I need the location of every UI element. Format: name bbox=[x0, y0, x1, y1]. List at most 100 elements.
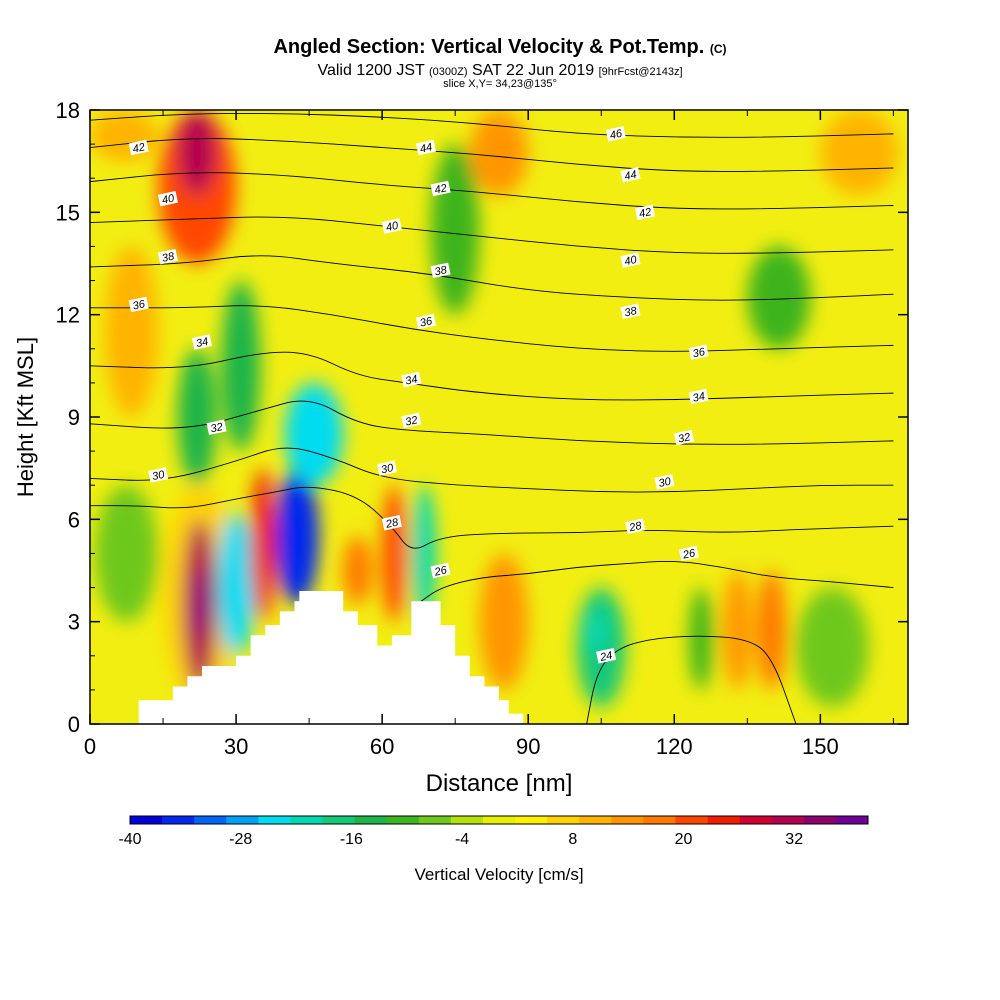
velocity-field bbox=[90, 110, 908, 724]
velocity-cell-18 bbox=[177, 110, 217, 196]
svg-text:40: 40 bbox=[385, 220, 400, 234]
colorbar-tick-label: 32 bbox=[785, 831, 803, 848]
svg-text:46: 46 bbox=[609, 128, 624, 142]
colorbar-swatch-20 bbox=[771, 816, 805, 824]
y-tick-label: 3 bbox=[68, 610, 80, 635]
slice-info: slice X,Y= 34,23@135° bbox=[443, 78, 557, 90]
contour-label-8: 42 bbox=[430, 180, 451, 197]
velocity-cell-24 bbox=[796, 587, 870, 707]
velocity-cell-8 bbox=[343, 536, 373, 605]
contour-label-18: 44 bbox=[620, 167, 641, 183]
svg-text:24: 24 bbox=[598, 650, 613, 664]
contour-label-21: 38 bbox=[620, 303, 641, 319]
colorbar-tick-label: -40 bbox=[118, 831, 141, 848]
svg-text:28: 28 bbox=[627, 520, 643, 535]
contour-label-4: 34 bbox=[191, 334, 213, 350]
svg-text:30: 30 bbox=[658, 475, 673, 489]
contour-label-14: 30 bbox=[376, 460, 398, 476]
colorbar-swatch-21 bbox=[803, 816, 837, 824]
velocity-cell-19 bbox=[177, 348, 217, 486]
colorbar-swatch-11 bbox=[482, 816, 516, 824]
y-axis-label: Height [Kft MSL] bbox=[13, 337, 38, 497]
contour-label-24: 32 bbox=[673, 429, 695, 446]
contour-label-22: 36 bbox=[688, 344, 709, 360]
colorbar-tick-label: -28 bbox=[229, 831, 252, 848]
velocity-cell-21 bbox=[104, 246, 159, 417]
contour-38 bbox=[90, 255, 894, 301]
y-tick-label: 18 bbox=[56, 98, 80, 123]
contour-label-13: 32 bbox=[401, 412, 422, 429]
velocity-cell-1 bbox=[94, 485, 159, 622]
colorbar-label: Vertical Velocity [cm/s] bbox=[414, 865, 583, 884]
terrain-profile bbox=[90, 590, 908, 725]
velocity-cell-3 bbox=[194, 570, 205, 639]
colorbar-frame bbox=[129, 815, 869, 825]
contour-label-23: 34 bbox=[688, 388, 709, 405]
contour-label-26: 28 bbox=[625, 518, 646, 535]
contour-34 bbox=[90, 351, 894, 401]
svg-text:44: 44 bbox=[419, 141, 433, 155]
contour-label-0: 42 bbox=[128, 139, 149, 156]
colorbar-swatch-9 bbox=[418, 816, 452, 824]
velocity-cell-15 bbox=[722, 570, 753, 690]
contour-labels: 42 40 38 36 34 32 30 44 42 40 38 36 34 32 30 28 26 46 44 42… bbox=[128, 126, 709, 664]
svg-text:28: 28 bbox=[384, 516, 400, 531]
svg-text:38: 38 bbox=[623, 305, 638, 319]
colorbar-swatch-12 bbox=[515, 816, 548, 824]
contour-30 bbox=[90, 447, 894, 493]
y-tick-label: 6 bbox=[68, 507, 80, 532]
velocity-cell-20 bbox=[221, 280, 261, 452]
contour-label-25: 30 bbox=[654, 474, 675, 490]
velocity-cell-4 bbox=[216, 512, 256, 656]
colorbar-swatch-3 bbox=[226, 816, 259, 824]
contour-label-2: 38 bbox=[157, 248, 178, 265]
colorbar-swatch-0 bbox=[130, 816, 163, 824]
velocity-cell-10 bbox=[411, 485, 436, 622]
contour-label-6: 30 bbox=[148, 467, 169, 483]
x-tick-label: 30 bbox=[224, 734, 248, 759]
contour-40 bbox=[90, 216, 894, 254]
x-tick-label: 120 bbox=[656, 734, 693, 759]
contour-label-1: 40 bbox=[157, 190, 178, 207]
contour-label-9: 40 bbox=[381, 218, 402, 234]
x-tick-label: 90 bbox=[516, 734, 540, 759]
velocity-cell-11 bbox=[479, 553, 529, 690]
velocity-cell-5 bbox=[250, 468, 276, 622]
colorbar-tick-label: -16 bbox=[340, 831, 363, 848]
contour-label-7: 44 bbox=[415, 139, 437, 156]
terrain-mask bbox=[90, 590, 908, 725]
colorbar-tick-label: 20 bbox=[675, 831, 693, 848]
svg-text:40: 40 bbox=[161, 192, 176, 206]
colorbar-swatch-6 bbox=[322, 816, 356, 824]
svg-text:34: 34 bbox=[195, 336, 209, 350]
svg-text:26: 26 bbox=[681, 547, 697, 562]
contour-32 bbox=[90, 400, 894, 445]
x-tick-label: 0 bbox=[84, 734, 96, 759]
y-tick-label: 0 bbox=[68, 712, 80, 737]
velocity-cell-14 bbox=[688, 587, 714, 690]
svg-text:34: 34 bbox=[404, 373, 418, 387]
contour-label-27: 26 bbox=[678, 545, 699, 562]
svg-text:26: 26 bbox=[433, 564, 449, 579]
svg-text:34: 34 bbox=[692, 390, 706, 404]
contour-label-20: 40 bbox=[620, 252, 641, 268]
colorbar-swatch-15 bbox=[611, 816, 644, 824]
svg-text:42: 42 bbox=[132, 141, 146, 155]
contour-label-3: 36 bbox=[128, 296, 149, 313]
colorbar-swatch-18 bbox=[707, 816, 741, 824]
colorbar-swatch-10 bbox=[450, 816, 484, 824]
contour-26 bbox=[420, 560, 894, 602]
x-tick-label: 60 bbox=[370, 734, 394, 759]
svg-text:42: 42 bbox=[638, 206, 652, 220]
svg-text:38: 38 bbox=[161, 250, 176, 264]
svg-text:32: 32 bbox=[677, 431, 691, 445]
contour-label-11: 36 bbox=[415, 313, 437, 330]
colorbar-swatch-5 bbox=[290, 816, 324, 824]
contour-label-28: 24 bbox=[596, 648, 617, 664]
svg-text:32: 32 bbox=[210, 421, 224, 435]
svg-text:40: 40 bbox=[623, 254, 638, 268]
x-axis-label: Distance [nm] bbox=[426, 770, 573, 797]
